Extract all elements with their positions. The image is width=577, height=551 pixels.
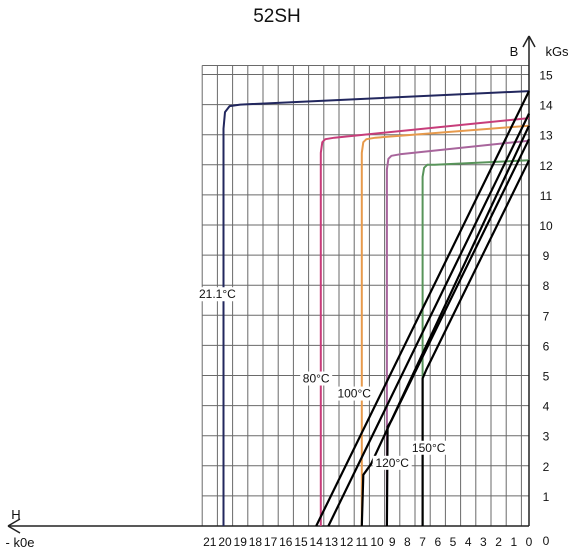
- x-tick-labels: 21 20 19 18 17 16 15 14 13 12 11 10 9 8 7 6 5 4 3 2 1 0: [203, 535, 533, 549]
- x-tick-label: 9: [389, 535, 396, 549]
- chart-title: 52SH: [253, 6, 301, 27]
- x-tick-label: 15: [294, 535, 308, 549]
- y-tick-label: 3: [543, 430, 550, 444]
- x-tick-label: 14: [310, 535, 324, 549]
- y-tick-label: 2: [543, 460, 550, 474]
- y-tick-label: 9: [543, 249, 550, 263]
- y-tick-label: 13: [539, 129, 553, 143]
- load-lines: [315, 90, 530, 527]
- x-axis-arrow: [7, 518, 21, 534]
- x-tick-label: 7: [419, 535, 426, 549]
- y-tick-label: 0: [543, 534, 550, 548]
- load-line: [327, 113, 530, 527]
- y-tick-label: 10: [539, 219, 553, 233]
- curve-211C: [222, 90, 530, 526]
- x-tick-label: 20: [218, 535, 232, 549]
- y-tick-label: 12: [539, 159, 553, 173]
- temperature-label: 100°C: [337, 387, 371, 401]
- temperature-label-bg: [334, 386, 374, 401]
- y-tick-label: 6: [543, 339, 550, 353]
- load-line: [360, 125, 530, 527]
- x-tick-label: 21: [203, 535, 217, 549]
- y-tick-label: 5: [543, 370, 550, 384]
- x-tick-label: 8: [404, 535, 411, 549]
- x-tick-label: 2: [495, 535, 502, 549]
- temperature-label: 80°C: [303, 372, 330, 386]
- load-line: [385, 138, 530, 527]
- y-tick-label: 11: [540, 189, 553, 203]
- load-line: [315, 90, 530, 527]
- temperature-label: 120°C: [375, 456, 409, 470]
- x-tick-label: 18: [249, 535, 263, 549]
- temperature-label: 21.1°C: [199, 287, 236, 301]
- x-tick-label: 19: [234, 535, 248, 549]
- x-tick-label: 0: [526, 535, 533, 549]
- x-tick-label: 10: [370, 535, 384, 549]
- y-tick-label: 15: [539, 69, 553, 83]
- curve-120C: [385, 139, 530, 526]
- y-tick-label: 1: [543, 490, 550, 504]
- curve-80C: [319, 117, 530, 526]
- temperature-label-bg: [194, 287, 241, 302]
- y-tick-label: 14: [539, 99, 553, 113]
- y-axis-symbol: B: [510, 44, 519, 59]
- y-tick-label: 7: [543, 309, 550, 323]
- x-tick-label: 4: [465, 535, 472, 549]
- x-tick-label: 1: [510, 535, 517, 549]
- x-tick-label: 13: [325, 535, 339, 549]
- x-tick-label: 6: [434, 535, 441, 549]
- bh-curves: [222, 90, 530, 526]
- temperature-label-bg: [372, 455, 412, 470]
- curve-150C: [421, 159, 530, 526]
- temperature-label: 150°C: [412, 441, 446, 455]
- temperature-label-bg: [409, 440, 449, 455]
- x-tick-label: 11: [356, 535, 369, 549]
- curve-100C: [360, 124, 530, 526]
- y-tick-label: 4: [543, 400, 550, 414]
- y-axis-unit: kGs: [545, 44, 569, 59]
- y-axis-arrow: [522, 35, 536, 48]
- axes: [7, 35, 536, 534]
- x-axis-symbol: H: [11, 507, 20, 522]
- x-tick-label: 5: [450, 535, 457, 549]
- x-tick-label: 3: [480, 535, 487, 549]
- x-axis-unit: - k0e: [6, 535, 35, 550]
- x-tick-label: 17: [264, 535, 278, 549]
- temperature-label-bg: [300, 371, 333, 386]
- x-tick-label: 12: [340, 535, 354, 549]
- y-tick-label: 8: [543, 279, 550, 293]
- x-tick-label: 16: [279, 535, 293, 549]
